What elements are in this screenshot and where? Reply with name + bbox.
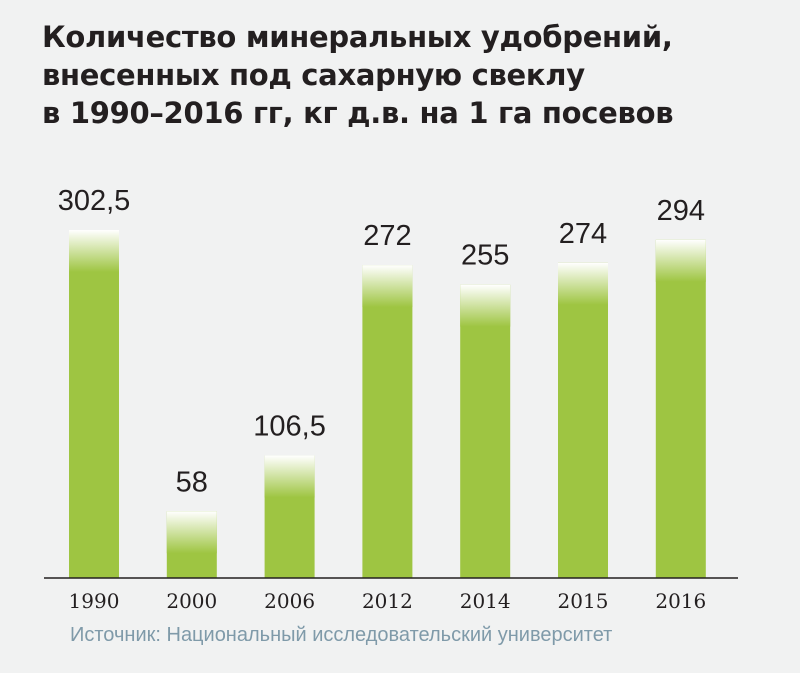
- bar-top-fade: [558, 262, 608, 305]
- source-note: Источник: Национальный исследовательский…: [70, 624, 613, 646]
- value-labels-layer: 302,5 58 106,5 272 255 274 294: [58, 185, 705, 498]
- bar-body: [69, 230, 119, 578]
- bar-2006: [264, 455, 315, 578]
- bar-body: [362, 265, 413, 578]
- bar-2016: [655, 239, 706, 579]
- x-tick-labels: 1990 2000 2006 2012 2014 2015 2016: [69, 589, 707, 613]
- x-tick-label-2016: 2016: [655, 589, 706, 613]
- value-label-2014: 255: [461, 240, 509, 272]
- x-tick-label-2012: 2012: [362, 589, 413, 613]
- x-tick-label-1990: 1990: [69, 589, 120, 613]
- bar-2000: [166, 511, 217, 578]
- bar-top-fade: [655, 239, 706, 282]
- bar-top-fade: [362, 265, 413, 308]
- bar-body: [655, 239, 706, 579]
- bar-top-fade: [69, 230, 119, 272]
- bar-top-fade: [460, 284, 511, 327]
- value-label-2012: 272: [363, 220, 411, 252]
- bar-2015: [558, 262, 608, 578]
- bar-body: [460, 284, 511, 578]
- bar-2014: [460, 284, 511, 578]
- chart-title-line-3: в 1990–2016 гг, кг д.в. на 1 га посевов: [42, 96, 674, 130]
- x-tick-label-2014: 2014: [460, 589, 511, 613]
- bar-body: [558, 262, 608, 578]
- value-label-1990: 302,5: [58, 185, 131, 217]
- bars-layer: [69, 230, 706, 579]
- bar-2012: [362, 265, 413, 578]
- value-label-2015: 274: [559, 218, 607, 250]
- value-label-2000: 58: [176, 466, 208, 498]
- bar-1990: [69, 230, 119, 578]
- x-tick-label-2015: 2015: [558, 589, 609, 613]
- value-label-2016: 294: [657, 195, 705, 227]
- x-tick-label-2000: 2000: [166, 589, 217, 613]
- chart-title: Количество минеральных удобрений, внесен…: [42, 18, 782, 132]
- value-label-2006: 106,5: [253, 410, 326, 442]
- chart-title-line-2: внесенных под сахарную свеклу: [42, 58, 585, 92]
- chart-title-line-1: Количество минеральных удобрений,: [42, 20, 673, 54]
- bar-top-fade: [166, 511, 217, 554]
- x-tick-label-2006: 2006: [264, 589, 315, 613]
- bar-top-fade: [264, 455, 315, 498]
